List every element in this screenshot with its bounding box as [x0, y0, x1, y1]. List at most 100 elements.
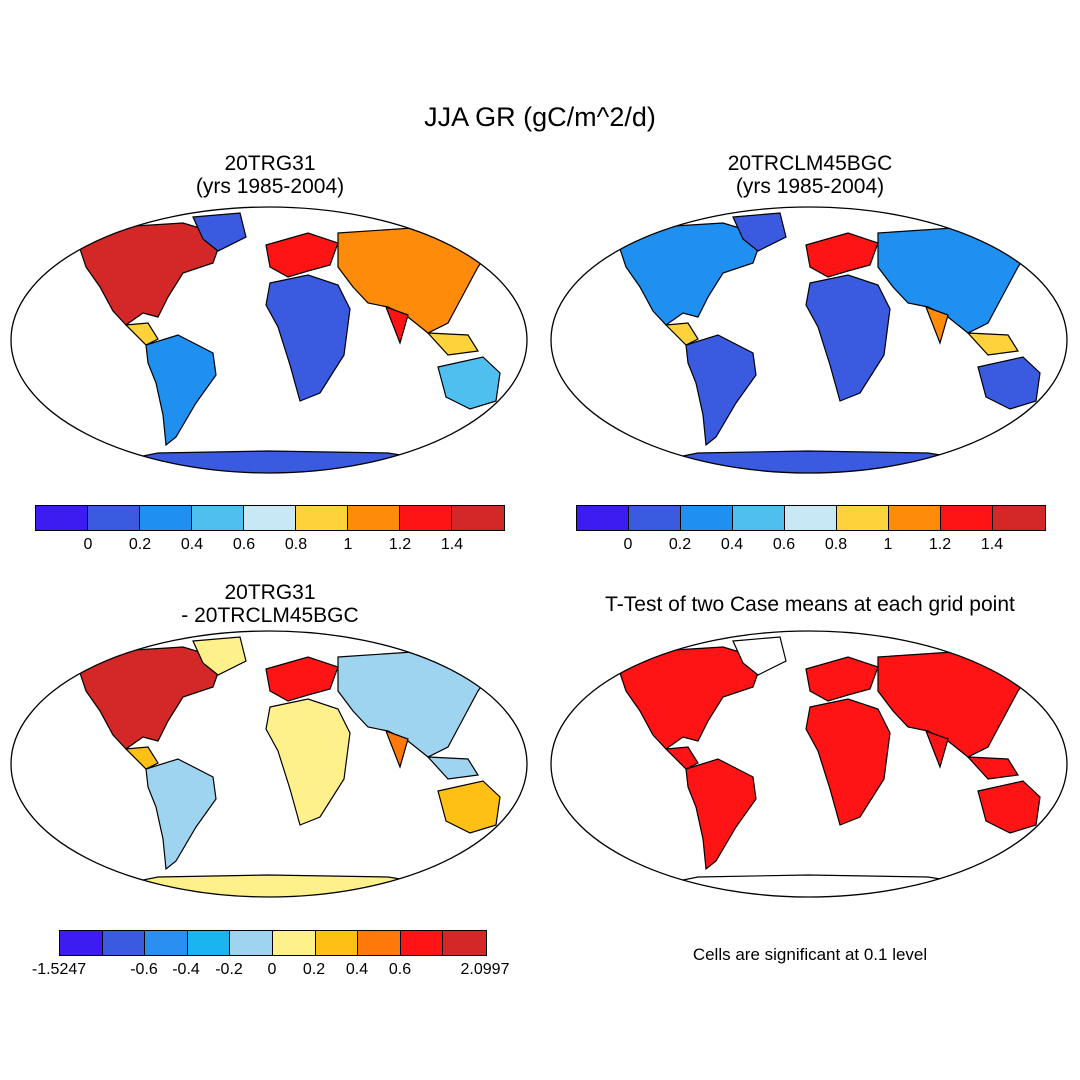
colorbar-swatch [681, 506, 733, 530]
colorbar-swatch [272, 931, 316, 955]
landmass-eu [265, 656, 339, 702]
landmass-sea [426, 332, 480, 356]
tick-label: 0.8 [824, 536, 848, 553]
landmass-af [805, 698, 891, 826]
colorbar-swatch [296, 506, 348, 530]
colorbar-swatch [315, 931, 359, 955]
landmass-ind [924, 729, 949, 769]
colorbar-swatch [452, 506, 504, 530]
map-outline [10, 206, 528, 474]
map-panel-diff [10, 630, 528, 898]
tick-label: 1.4 [440, 536, 464, 553]
map-panel-case1 [10, 206, 528, 474]
map-outline [550, 630, 1068, 898]
landmass-eu [805, 656, 879, 702]
landmass-ind [384, 305, 409, 345]
tick-label: 1.2 [388, 536, 412, 553]
landmass-sea [426, 756, 480, 780]
figure-title: JJA GR (gC/m^2/d) [424, 102, 656, 132]
landmass-as [337, 226, 498, 334]
landmass-an [646, 450, 980, 473]
colorbar-swatch [145, 931, 188, 955]
landmass-na [617, 222, 764, 326]
colorbar-swatch [244, 506, 296, 530]
tick-label: -0.4 [172, 961, 200, 978]
tick-label: 0.6 [388, 961, 412, 978]
landmass-sa [145, 334, 217, 447]
tick-label: 0.2 [128, 536, 152, 553]
colorbar-case1 [35, 505, 505, 531]
landmass-an [106, 450, 440, 473]
colorbar-swatch [889, 506, 941, 530]
landmass-ind [924, 305, 949, 345]
tick-label: -1.5247 [31, 961, 87, 978]
tick-label: 1.2 [928, 536, 952, 553]
colorbar-swatch [941, 506, 993, 530]
significance-note: Cells are significant at 0.1 level [692, 945, 928, 964]
landmass-sa [685, 758, 757, 871]
tick-label: 0.6 [232, 536, 256, 553]
colorbar-swatch [443, 931, 486, 955]
landmass-gl [192, 212, 247, 252]
landmass-ca [124, 746, 159, 770]
tick-label: 0.8 [284, 536, 308, 553]
landmass-as [877, 650, 1038, 758]
landmass-ca [664, 322, 699, 346]
landmass-au [437, 356, 501, 410]
colorbar-swatch [733, 506, 785, 530]
landmass-sa [685, 334, 757, 447]
colorbar-case2 [576, 505, 1046, 531]
panel-title-ttest: T-Test of two Case means at each grid po… [605, 593, 1015, 616]
tick-label: 0.6 [772, 536, 796, 553]
landmass-au [977, 780, 1041, 834]
tick-label: 1.4 [980, 536, 1004, 553]
landmass-an [646, 874, 980, 897]
landmass-af [805, 274, 891, 402]
colorbar-swatch [400, 931, 444, 955]
landmass-sea [966, 332, 1020, 356]
landmass-an [106, 874, 440, 897]
colorbar-swatch [993, 506, 1045, 530]
landmass-ca [664, 746, 699, 770]
colorbar-swatch [140, 506, 192, 530]
landmass-gl [732, 212, 787, 252]
panel-title-case2: 20TRCLM45BGC (yrs 1985-2004) [727, 152, 893, 198]
tick-label: 0.4 [720, 536, 744, 553]
tick-label: 0 [83, 536, 93, 553]
landmass-eu [805, 232, 879, 278]
tick-label: 2.0997 [460, 961, 510, 978]
map-panel-ttest [550, 630, 1068, 898]
tick-label: 0.2 [302, 961, 326, 978]
colorbar-diff [59, 930, 487, 956]
landmass-na [77, 646, 224, 750]
landmass-ca [124, 322, 159, 346]
tick-label: 1 [883, 536, 893, 553]
landmass-au [437, 780, 501, 834]
colorbar-swatch [192, 506, 244, 530]
map-outline [10, 630, 528, 898]
landmass-na [617, 646, 764, 750]
panel-title-case1: 20TRG31 (yrs 1985-2004) [195, 152, 345, 198]
tick-label: 0 [267, 961, 277, 978]
colorbar-swatch [88, 506, 140, 530]
tick-label: -0.2 [215, 961, 243, 978]
landmass-af [265, 274, 351, 402]
colorbar-swatch [400, 506, 452, 530]
landmass-na [77, 222, 224, 326]
landmass-gl [732, 636, 787, 676]
colorbar-swatch [629, 506, 681, 530]
colorbar-swatch [230, 931, 273, 955]
landmass-as [337, 650, 498, 758]
colorbar-swatch [187, 931, 231, 955]
landmass-af [265, 698, 351, 826]
tick-label: 0.2 [668, 536, 692, 553]
tick-label: -0.6 [130, 961, 158, 978]
landmass-sea [966, 756, 1020, 780]
colorbar-swatch [60, 931, 103, 955]
landmass-eu [265, 232, 339, 278]
map-panel-case2 [550, 206, 1068, 474]
landmass-au [977, 356, 1041, 410]
tick-label: 0.4 [345, 961, 369, 978]
landmass-sa [145, 758, 217, 871]
colorbar-swatch [36, 506, 88, 530]
